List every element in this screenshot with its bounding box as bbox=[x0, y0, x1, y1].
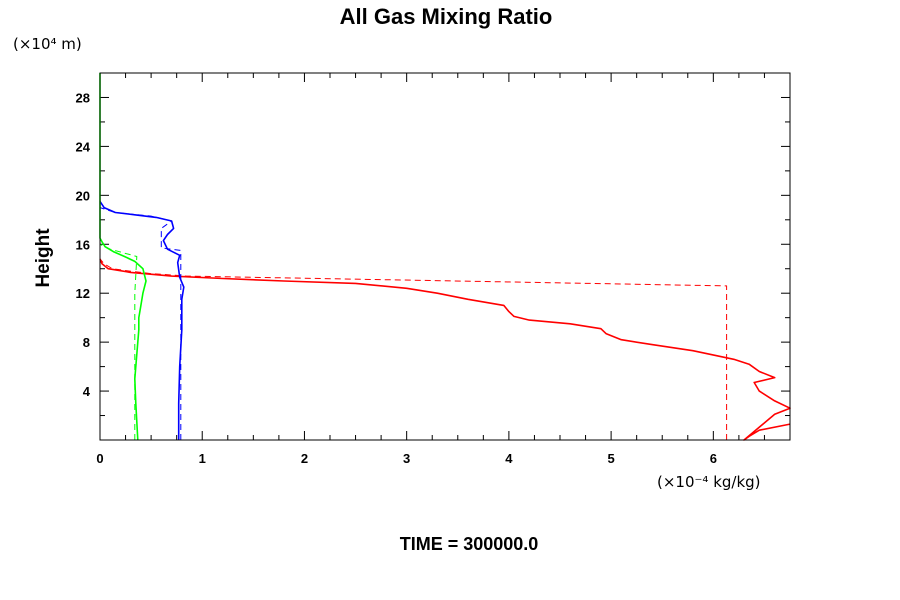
chart-title: All Gas Mixing Ratio bbox=[340, 4, 553, 29]
x-tick-label: 4 bbox=[505, 451, 513, 466]
x-axis-unit: (×10⁻⁴ kg/kg) bbox=[657, 473, 761, 491]
series-line-1-dashed bbox=[99, 258, 728, 440]
plot-series bbox=[99, 73, 791, 441]
y-tick-label: 28 bbox=[76, 90, 90, 105]
x-tick-label: 3 bbox=[403, 451, 410, 466]
series-line-5-dashed bbox=[99, 243, 138, 440]
x-tick-label: 6 bbox=[710, 451, 717, 466]
y-tick-label: 24 bbox=[76, 139, 91, 154]
y-tick-label: 4 bbox=[83, 384, 91, 399]
plot-frame bbox=[99, 72, 791, 441]
series-line-4-solid bbox=[99, 73, 147, 441]
x-tick-label: 5 bbox=[607, 451, 614, 466]
series-line-0-solid bbox=[99, 258, 791, 441]
y-tick-label: 8 bbox=[83, 335, 90, 350]
x-tick-label: 2 bbox=[301, 451, 308, 466]
y-tick-label: 12 bbox=[76, 286, 90, 301]
x-tick-label: 1 bbox=[199, 451, 206, 466]
x-tick-label: 0 bbox=[96, 451, 103, 466]
time-label: TIME = 300000.0 bbox=[400, 534, 539, 554]
y-axis-label: Height bbox=[33, 228, 54, 288]
series-line-2-solid bbox=[99, 200, 185, 440]
y-tick-label: 16 bbox=[76, 237, 90, 252]
series-line-3-dashed bbox=[99, 207, 182, 440]
y-axis-unit: (×10⁴ m) bbox=[13, 35, 82, 53]
y-tick-label: 20 bbox=[76, 188, 90, 203]
